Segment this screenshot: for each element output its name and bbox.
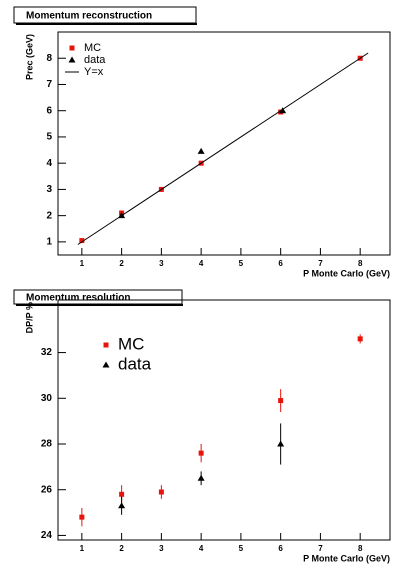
y-tick-label: 7: [46, 79, 52, 90]
legend-label: Y=x: [84, 66, 104, 78]
y-tick-label: 24: [41, 530, 53, 541]
x-tick-label: 7: [318, 544, 323, 553]
x-tick-label: 1: [80, 544, 85, 553]
legend-label: data: [84, 54, 106, 66]
x-tick-label: 3: [159, 259, 164, 268]
y-tick-label: 4: [46, 158, 52, 169]
data-point: [79, 238, 85, 244]
legend-label: MC: [84, 42, 101, 54]
y-tick-label: 8: [46, 53, 52, 64]
data-point: [197, 147, 205, 154]
y-axis-label: Prec (GeV): [24, 34, 34, 80]
y-tick-label: 30: [41, 393, 53, 404]
x-tick-label: 2: [119, 259, 124, 268]
x-tick-label: 6: [278, 259, 283, 268]
x-axis-label: P Monte Carlo (GeV): [303, 553, 390, 563]
y-tick-label: 28: [41, 439, 53, 450]
y-tick-label: 5: [46, 132, 52, 143]
plot-frame: [57, 299, 391, 541]
x-tick-label: 8: [358, 544, 363, 553]
y-tick-label: 2: [46, 210, 52, 221]
data-point: [118, 502, 126, 509]
chart-title: Momentum reconstruction: [26, 11, 152, 22]
y-tick-label: 6: [46, 105, 52, 116]
legend-label: MC: [118, 334, 144, 353]
legend-marker: [102, 361, 110, 368]
data-point: [357, 336, 363, 342]
data-point: [198, 450, 204, 456]
x-tick-label: 7: [318, 259, 323, 268]
x-tick-label: 3: [159, 544, 164, 553]
plot-frame: [57, 31, 391, 256]
x-tick-label: 4: [199, 544, 204, 553]
legend-marker: [69, 45, 75, 51]
x-axis-label: P Monte Carlo (GeV): [303, 268, 390, 278]
data-point: [278, 398, 284, 404]
y-tick-label: 1: [46, 237, 52, 248]
x-tick-label: 4: [199, 259, 204, 268]
x-tick-label: 1: [80, 259, 85, 268]
data-point: [279, 107, 287, 114]
data-point: [79, 514, 85, 520]
x-tick-label: 2: [119, 544, 124, 553]
x-tick-label: 5: [239, 259, 244, 268]
y-axis-label: DP/P %: [24, 302, 34, 333]
legend-marker: [68, 56, 76, 63]
legend-label: data: [118, 354, 152, 373]
x-tick-label: 8: [358, 259, 363, 268]
fit-line: [77, 52, 369, 245]
legend-marker: [103, 342, 109, 348]
chart-title: Momentum resolution: [26, 293, 130, 304]
x-tick-label: 5: [239, 544, 244, 553]
data-point: [197, 474, 205, 481]
data-point: [158, 489, 164, 495]
data-point: [119, 491, 125, 497]
x-tick-label: 6: [278, 544, 283, 553]
y-tick-label: 3: [46, 184, 52, 195]
y-tick-label: 26: [41, 484, 53, 495]
data-point: [277, 440, 285, 447]
y-tick-label: 32: [41, 347, 53, 358]
